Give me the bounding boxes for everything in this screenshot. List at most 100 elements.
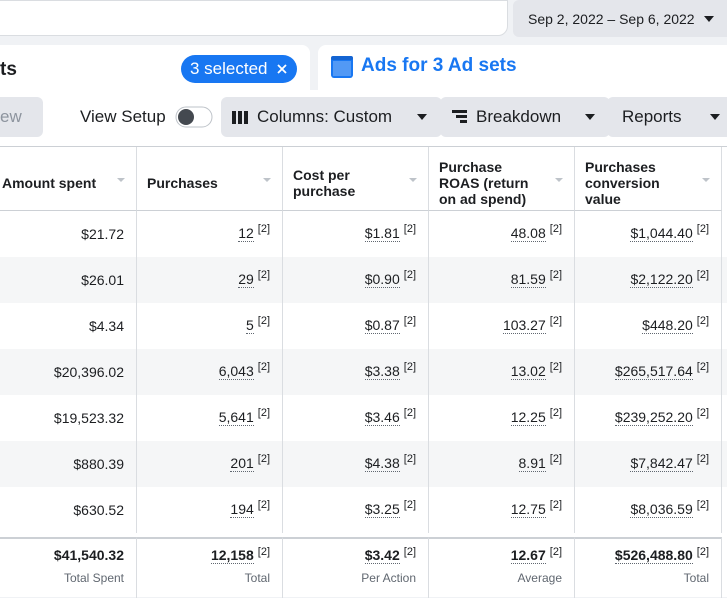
table-cell: 12.75 [2] (429, 487, 575, 533)
view-button[interactable]: ew (0, 97, 43, 137)
cell-value[interactable]: $448.20 (642, 317, 693, 334)
footnote-ref: [2] (549, 546, 562, 558)
table-cell: $1,044.40 [2] (575, 211, 722, 257)
cell-value: $26.01 (81, 272, 124, 288)
cell-value[interactable]: 29 (238, 271, 254, 288)
cell-value[interactable]: $265,517.64 (614, 363, 693, 380)
total-line: $526,488.80 [2] (575, 546, 709, 565)
cell-value[interactable]: $1,044.40 (630, 225, 693, 242)
cell-value[interactable]: 5 (245, 317, 254, 334)
table-cell: 6,043 [2] (137, 349, 283, 395)
table-cell: $880.39 (0, 441, 137, 487)
column-header[interactable]: Amount spent (0, 147, 137, 211)
total-label: Total (244, 571, 270, 585)
clear-icon[interactable] (276, 63, 288, 75)
sort-caret[interactable] (116, 177, 126, 183)
footnote-ref: [2] (549, 499, 562, 511)
table-cell: $26.01 (0, 257, 137, 303)
cell-value[interactable]: 5,641 (218, 409, 254, 426)
cell-value[interactable]: $0.87 (364, 317, 400, 334)
ads-tab[interactable]: Ads for 3 Ad sets (318, 45, 727, 95)
cell-value[interactable]: $8,036.59 (630, 501, 693, 518)
cell-value[interactable]: $7,842.47 (630, 455, 693, 472)
footnote-ref: [2] (696, 453, 709, 465)
table-cell: $4.34 (0, 303, 137, 349)
header-label: Cost per purchase (293, 166, 356, 199)
cell-value[interactable]: $3.46 (364, 409, 400, 426)
cell-value[interactable]: $2,122.20 (630, 271, 693, 288)
column-header[interactable]: Purchase ROAS (return on ad spend) (429, 147, 575, 211)
total-label: Total Spent (63, 571, 124, 585)
table-cell: $448.20 [2] (575, 303, 722, 349)
reports-button[interactable]: Reports (607, 97, 727, 137)
footnote-ref: [2] (549, 407, 562, 419)
cell-value[interactable]: 8.91 (518, 455, 546, 472)
caret (417, 114, 427, 120)
table-cell: 29 [2] (137, 257, 283, 303)
total-cell: 12.67 [2] Average (429, 537, 575, 598)
total-value: $3.42 (364, 547, 400, 564)
table-cell: $3.38 [2] (283, 349, 429, 395)
table-cell: 12.25 [2] (429, 395, 575, 441)
button-label: ew (0, 107, 22, 126)
cell-value[interactable]: $4.38 (364, 455, 400, 472)
button-label: Breakdown (476, 107, 562, 126)
table-row: $26.01 29 [2] $0.90 [2] 81.59 [2] $2,122.20 [2] (0, 257, 727, 303)
footnote-ref: [2] (257, 453, 270, 465)
table-cell: $3.46 [2] (283, 395, 429, 441)
cell-value[interactable]: $3.25 (364, 501, 400, 518)
date-picker[interactable]: Sep 2, 2022 – Sep 6, 2022 (513, 0, 727, 37)
columns-button[interactable]: Columns: Custom (221, 97, 442, 137)
data-table: Amount spent Purchases Cost per purchase Pu… (0, 146, 727, 598)
caret (710, 114, 720, 120)
cell-value: $630.52 (73, 502, 124, 518)
table-cell: 48.08 [2] (429, 211, 575, 257)
cell-value[interactable]: 12.25 (510, 409, 546, 426)
breakdown-icon (452, 110, 467, 123)
footnote-ref: [2] (696, 361, 709, 373)
footnote-ref: [2] (403, 453, 416, 465)
total-label: Average (517, 571, 562, 585)
cell-value[interactable]: 6,043 (218, 363, 254, 380)
sort-caret[interactable] (554, 177, 564, 183)
sort-caret[interactable] (408, 177, 418, 183)
cell-value[interactable]: $239,252.20 (614, 409, 693, 426)
cell-value: $880.39 (73, 456, 124, 472)
cell-value[interactable]: 48.08 (510, 225, 546, 242)
cell-value[interactable]: 103.27 (502, 317, 546, 334)
date-range: Sep 2, 2022 – Sep 6, 2022 (528, 10, 695, 27)
cell-value[interactable]: $1.81 (364, 225, 400, 242)
cell-value[interactable]: 201 (230, 455, 254, 472)
cell-value[interactable]: 81.59 (510, 271, 546, 288)
footnote-ref: [2] (696, 315, 709, 327)
table-cell: $1.81 [2] (283, 211, 429, 257)
search-bar[interactable] (0, 0, 508, 36)
column-header[interactable]: Cost per purchase (283, 147, 429, 211)
cell-value[interactable]: $0.90 (364, 271, 400, 288)
cell-value: $21.72 (81, 226, 124, 242)
column-header[interactable]: Purchases conversion value (575, 147, 722, 211)
header-label: Purchase ROAS (return on ad spend) (439, 158, 529, 207)
footnote-ref: [2] (696, 499, 709, 511)
selected-pill[interactable]: 3 selected (181, 55, 297, 83)
cell-value[interactable]: 194 (230, 501, 254, 518)
column-header[interactable]: Purchases (137, 147, 283, 211)
cell-value[interactable]: $3.38 (364, 363, 400, 380)
view-setup-toggle[interactable] (175, 106, 213, 128)
table-cell: 81.59 [2] (429, 257, 575, 303)
sort-caret[interactable] (262, 177, 272, 183)
header-extra (722, 147, 727, 212)
breakdown-button[interactable]: Breakdown (440, 97, 610, 137)
selected-label: 3 selected (190, 59, 268, 78)
cell-value[interactable]: 12.75 (510, 501, 546, 518)
sort-caret[interactable] (701, 177, 711, 183)
cell-value[interactable]: 13.02 (510, 363, 546, 380)
total-cell: $41,540.32 Total Spent (0, 537, 137, 598)
total-line: $3.42 [2] (283, 546, 416, 565)
footnote-ref: [2] (403, 499, 416, 511)
footnote-ref: [2] (257, 269, 270, 281)
table-cell: $21.72 (0, 211, 137, 257)
footnote-ref: [2] (257, 499, 270, 511)
cell-value[interactable]: 12 (238, 225, 254, 242)
footnote-ref: [2] (257, 315, 270, 327)
